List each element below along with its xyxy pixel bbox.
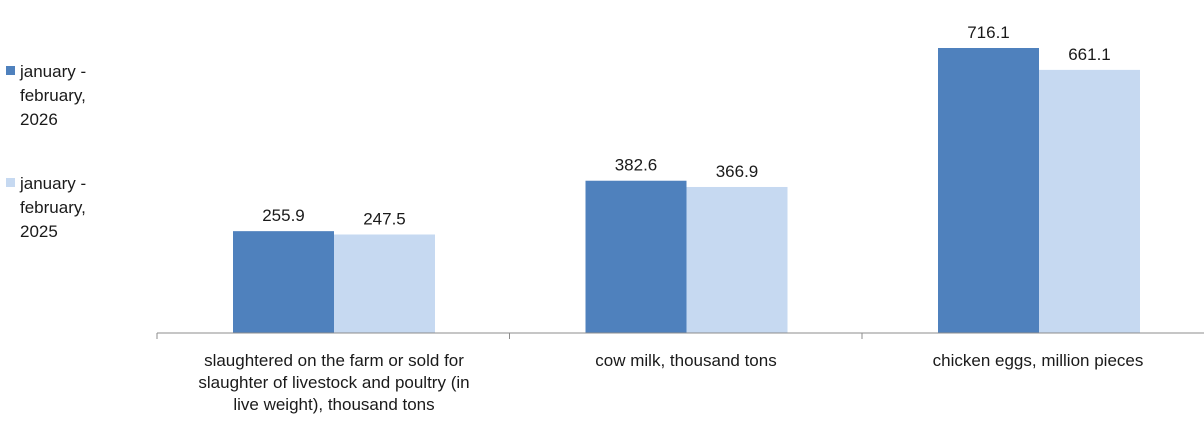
bar-2025-cat-2 (1039, 69, 1140, 333)
category-label-chicken-eggs: chicken eggs, million pieces (932, 351, 1144, 370)
legend-label-2026: january - february, 2026 (20, 62, 87, 129)
legend-item-2026: january - february, 2026 (6, 60, 136, 132)
data-label-2026-cat-2: 716.1 (967, 23, 1010, 42)
legend-swatch-2025 (6, 178, 15, 187)
legend-item-2025: january - february, 2025 (6, 172, 136, 244)
bar-2025-cat-0 (334, 234, 435, 333)
bar-2026-cat-2 (938, 48, 1039, 333)
legend-swatch-2026 (6, 66, 15, 75)
bar-2026-cat-1 (585, 180, 687, 333)
bar-2026-cat-0 (233, 231, 334, 333)
legend: january - february, 2026 january - febru… (6, 60, 136, 284)
category-label-cow-milk: cow milk, thousand tons (595, 351, 777, 370)
bar-2025-cat-1 (686, 186, 788, 333)
legend-label-2025: january - february, 2025 (20, 174, 87, 241)
data-label-2025-cat-1: 366.9 (716, 162, 759, 181)
data-label-2026-cat-1: 382.6 (615, 156, 658, 175)
data-label-2025-cat-2: 661.1 (1068, 45, 1111, 64)
category-label-livestock: slaughtered on the farm or sold for slau… (198, 351, 470, 414)
data-label-2025-cat-0: 247.5 (363, 209, 406, 228)
data-label-2026-cat-0: 255.9 (262, 206, 305, 225)
